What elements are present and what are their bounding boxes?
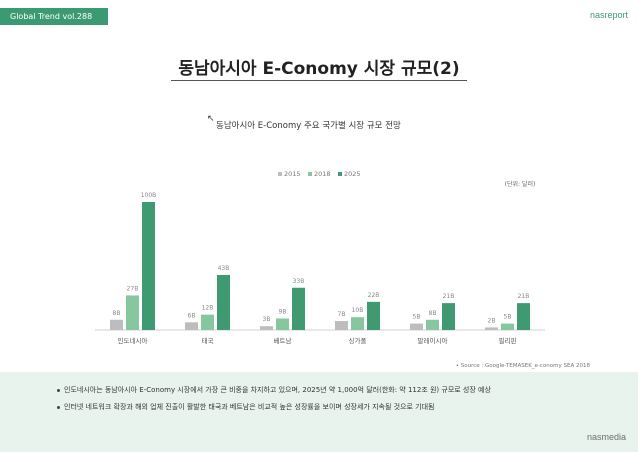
bar (367, 301, 380, 330)
legend-label: 2025 (344, 170, 361, 178)
category-label: 필리핀 (499, 336, 517, 345)
data-label: 43B (218, 265, 230, 272)
data-label: 2B (488, 317, 496, 324)
bar (410, 323, 423, 330)
legend-label: 2015 (284, 170, 301, 178)
data-label: 21B (518, 293, 530, 300)
notes-panel (0, 372, 638, 452)
bar (501, 323, 514, 330)
data-label: 22B (368, 292, 380, 299)
note-text: 인도네시아는 동남아시아 E-Conomy 시장에서 가장 큰 비중을 차지하고… (64, 386, 491, 394)
data-label: 27B (127, 285, 139, 292)
data-label: 8B (113, 310, 121, 317)
legend-swatch (338, 172, 342, 176)
legend-swatch (308, 172, 312, 176)
bar (517, 303, 530, 330)
bar (110, 319, 123, 330)
data-label: 3B (263, 316, 271, 323)
bar-chart: 8B 27B 100B 인도네시아 6B 12B 43B 태국 3B 9B 33B 베트남 7B 10B 2… (95, 170, 591, 369)
bar (126, 295, 139, 330)
category-label: 태국 (202, 337, 214, 345)
category-label: 싱가폴 (349, 336, 367, 345)
data-label: 12B (202, 305, 214, 312)
bar (276, 318, 289, 330)
brand-logo-bottom: nasmedia (586, 432, 626, 442)
data-label: 9B (279, 308, 287, 315)
data-label: 10B (352, 307, 364, 314)
legend-swatch (278, 172, 282, 176)
data-label: 5B (413, 314, 421, 321)
note-item: 인도네시아는 동남아시아 E-Conomy 시장에서 가장 큰 비중을 차지하고… (57, 385, 491, 395)
bar (351, 317, 364, 330)
category-label: 인도네시아 (118, 336, 148, 345)
data-label: 21B (443, 293, 455, 300)
data-label: 7B (338, 311, 346, 318)
title-underline (171, 80, 467, 81)
data-label: 6B (188, 312, 196, 319)
data-label: 5B (504, 314, 512, 321)
bar (217, 274, 230, 330)
note-item: 인터넷 네트워크 확장과 해외 업체 진출이 활발한 태국과 베트남은 비교적 … (57, 402, 434, 412)
data-label: 8B (429, 310, 437, 317)
bar (142, 202, 155, 330)
bar (201, 314, 214, 330)
brand-logo-top: nasreport (589, 10, 628, 20)
issue-badge: Global Trend vol.288 (0, 8, 108, 25)
note-text: 인터넷 네트워크 확장과 해외 업체 진출이 활발한 태국과 베트남은 비교적 … (64, 403, 435, 411)
bar (442, 303, 455, 330)
chart-title: 동남아시아 E-Conomy 주요 국가별 시장 규모 전망 (216, 121, 401, 131)
data-label: 100B (141, 192, 157, 199)
bar (185, 322, 198, 330)
bar (335, 321, 348, 330)
bar (260, 326, 273, 330)
legend-label: 2018 (314, 170, 331, 178)
bar (485, 327, 498, 330)
category-label: 베트남 (274, 336, 292, 345)
source-note: • Source : Google-TEMASEK_e-conomy SEA 2… (456, 363, 591, 369)
page-title: 동남아시아 E-Conomy 시장 규모(2) (178, 59, 460, 79)
bar (292, 287, 305, 330)
bullet-icon (57, 405, 60, 409)
bullet-icon (57, 388, 60, 392)
category-label: 말레이시아 (418, 336, 448, 345)
data-label: 33B (293, 278, 305, 285)
unit-note: (단위: 달러) (505, 180, 536, 188)
cursor-icon: ↖ (207, 114, 215, 124)
bar (426, 319, 439, 330)
